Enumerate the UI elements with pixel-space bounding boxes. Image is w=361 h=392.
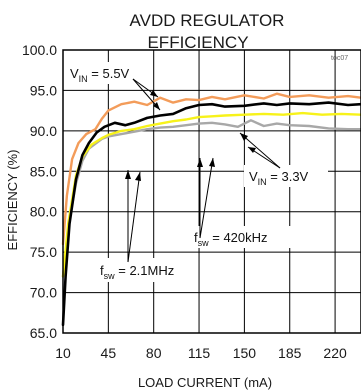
arrow-fsw-high-2 (127, 171, 141, 263)
arrow-fsw-low-2 (199, 157, 214, 239)
y-tick-label: 95.0 (30, 82, 57, 98)
x-tick-label: 80 (146, 345, 162, 361)
y-tick-label: 80.0 (30, 204, 57, 220)
series-line-1 (61, 92, 361, 246)
y-tick-label: 90.0 (30, 123, 57, 139)
y-tick-label: 70.0 (30, 285, 57, 301)
x-tick-label: 115 (188, 345, 211, 361)
fsw-low-label: fsw = 420kHz (194, 230, 268, 248)
arrowhead-fsw-high-2 (135, 172, 141, 181)
series-line-3 (61, 111, 361, 278)
y-tick-label: 85.0 (30, 163, 57, 179)
fsw-high-label-bg (95, 258, 197, 282)
vin-low-label: VIN = 3.3V (249, 169, 309, 187)
vin-low-label-bg (244, 165, 328, 187)
x-axis-label: LOAD CURRENT (mA) (138, 375, 272, 390)
annotations: VIN = 5.5V VIN = 3.3V fsw = 420kHz fsw =… (64, 62, 328, 282)
figure-code: toc07 (331, 55, 348, 62)
chart-title-line2: EFFICIENCY (147, 33, 248, 52)
grid (62, 49, 361, 334)
vin-high-label-bg (64, 62, 138, 84)
x-tick-label: 150 (233, 345, 257, 361)
y-axis-label: EFFICIENCY (%) (5, 150, 20, 251)
arrowhead-vin-high-1 (150, 90, 158, 97)
plot-frame (62, 49, 361, 334)
x-tick-label: 185 (278, 345, 302, 361)
arrowhead-fsw-high-1 (125, 170, 131, 179)
x-tick-label: 45 (101, 345, 117, 361)
series-line-4 (61, 101, 361, 327)
arrow-vin-low-1 (239, 132, 281, 169)
series-group (61, 92, 361, 327)
y-tick-label: 65.0 (30, 325, 57, 341)
fsw-high-label: fsw = 2.1MHz (100, 263, 174, 281)
arrowhead-fsw-low-2 (209, 158, 215, 167)
x-tick-labels: 10 45 80 115 150 185 220 (55, 345, 347, 361)
arrowhead-vin-low-2 (248, 147, 256, 153)
y-tick-label: 75.0 (30, 244, 57, 260)
series-line-2 (61, 119, 361, 278)
fsw-low-label-bg (188, 226, 294, 248)
arrowhead-vin-low-1 (240, 133, 248, 141)
vin-high-label: VIN = 5.5V (70, 66, 130, 84)
plot-border (62, 49, 361, 334)
x-tick-label: 10 (55, 345, 71, 361)
x-tick-label: 220 (323, 345, 347, 361)
y-tick-labels: 65.0 70.0 75.0 80.0 85.0 90.0 95.0 100.0 (22, 42, 57, 341)
arrowhead-vin-high-2 (153, 102, 160, 110)
arrowhead-fsw-low-1 (197, 158, 203, 167)
y-tick-label: 100.0 (22, 42, 57, 58)
chart-title-line1: AVDD REGULATOR (130, 11, 285, 30)
